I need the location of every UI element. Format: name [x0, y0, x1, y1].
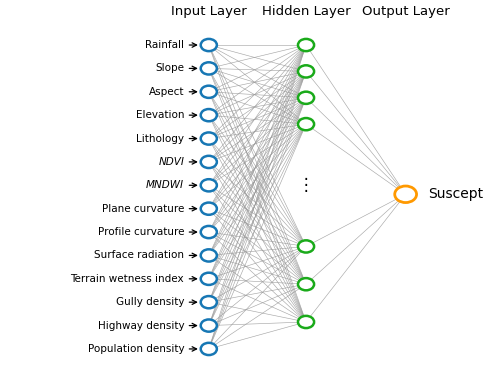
Circle shape [201, 203, 217, 215]
Text: NDVI: NDVI [158, 157, 184, 167]
Text: Aspect: Aspect [149, 87, 184, 97]
Circle shape [298, 278, 314, 290]
Circle shape [201, 39, 217, 51]
Circle shape [298, 316, 314, 328]
Circle shape [298, 39, 314, 51]
Circle shape [395, 186, 417, 203]
Text: Slope: Slope [155, 63, 184, 73]
Circle shape [201, 226, 217, 238]
Text: ⋮: ⋮ [298, 176, 314, 194]
Text: Highway density: Highway density [97, 320, 184, 331]
Text: Elevation: Elevation [136, 110, 184, 120]
Circle shape [201, 62, 217, 75]
Text: Lithology: Lithology [136, 134, 184, 143]
Text: Population density: Population density [88, 344, 184, 354]
Circle shape [201, 156, 217, 168]
Text: Susceptibility: Susceptibility [428, 187, 484, 201]
Text: Plane curvature: Plane curvature [102, 204, 184, 214]
Circle shape [298, 118, 314, 130]
Text: Hidden Layer: Hidden Layer [262, 5, 350, 18]
Circle shape [201, 179, 217, 192]
Circle shape [201, 273, 217, 285]
Circle shape [201, 319, 217, 332]
Text: Input Layer: Input Layer [171, 5, 247, 18]
Text: Terrain wetness index: Terrain wetness index [71, 274, 184, 284]
Circle shape [298, 240, 314, 252]
Text: Surface radiation: Surface radiation [94, 250, 184, 261]
Circle shape [298, 65, 314, 77]
Circle shape [201, 86, 217, 98]
Circle shape [298, 92, 314, 104]
Text: Rainfall: Rainfall [145, 40, 184, 50]
Text: Output Layer: Output Layer [362, 5, 450, 18]
Circle shape [201, 249, 217, 262]
Text: MNDWI: MNDWI [146, 180, 184, 190]
Circle shape [201, 132, 217, 145]
Circle shape [201, 109, 217, 121]
Circle shape [201, 343, 217, 355]
Circle shape [201, 296, 217, 308]
Text: Profile curvature: Profile curvature [98, 227, 184, 237]
Text: Gully density: Gully density [116, 297, 184, 307]
